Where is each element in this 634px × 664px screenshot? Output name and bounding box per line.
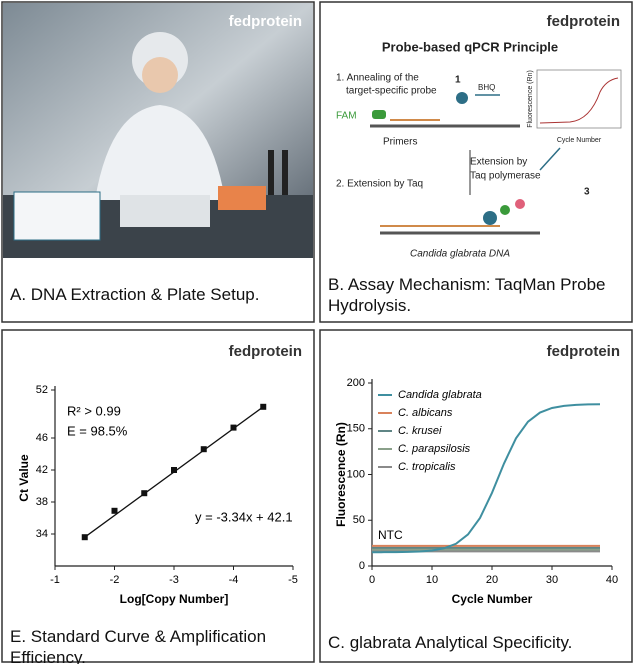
- panel-frame: [319, 1, 633, 323]
- y-tick-label: 50: [353, 514, 365, 526]
- annotation: R² > 0.99: [67, 403, 121, 418]
- annotation: E = 98.5%: [67, 423, 128, 438]
- y-tick-label: 38: [36, 496, 48, 508]
- x-tick-label: 20: [486, 574, 498, 586]
- annotation: NTC: [378, 528, 403, 542]
- inset-axis-label: Cycle Number: [557, 137, 602, 144]
- annotation: y = -3.34x + 42.1: [195, 509, 293, 524]
- data-point: [81, 534, 88, 541]
- panel-frame: [1, 329, 315, 663]
- x-tick-label: 40: [606, 574, 618, 586]
- legend-label: C. parapsilosis: [398, 443, 471, 455]
- inset-axis-label: Fluorescence (Rn): [527, 70, 534, 128]
- step-label: 1. Annealing of the: [336, 73, 419, 84]
- data-point: [230, 424, 237, 431]
- data-point: [171, 467, 177, 473]
- legend-label: C. tropicalis: [398, 461, 456, 473]
- x-tick-label: -3: [169, 574, 179, 586]
- data-point: [260, 403, 267, 410]
- x-tick-label: 30: [546, 574, 558, 586]
- x-axis-title: Cycle Number: [452, 592, 533, 606]
- x-axis-title: Log[Copy Number]: [120, 592, 229, 606]
- panel-caption: E. Standard Curve & Amplification Effici…: [10, 627, 267, 664]
- y-tick-label: 52: [36, 384, 48, 396]
- lab-photo: [3, 3, 313, 258]
- series-line: [371, 403, 601, 554]
- x-tick-label: -5: [288, 574, 298, 586]
- marker: 1: [455, 75, 461, 86]
- x-tick-label: -2: [110, 574, 120, 586]
- watermark: fedprotein: [229, 343, 302, 360]
- template-label: Candida glabrata DNA: [410, 249, 510, 260]
- marker: 3: [584, 187, 590, 198]
- x-tick-label: 10: [426, 574, 438, 586]
- watermark: fedprotein: [547, 343, 620, 360]
- x-tick-label: -4: [229, 574, 239, 586]
- x-tick-label: -1: [50, 574, 60, 586]
- legend-label: Candida glabrata: [398, 389, 482, 401]
- y-tick-label: 100: [347, 468, 365, 480]
- extension-label: Taq polymerase: [470, 171, 541, 182]
- extension-label: Extension by: [470, 157, 527, 168]
- y-tick-label: 34: [36, 528, 48, 540]
- reporter-label: FAM: [336, 111, 357, 122]
- primers-label: Primers: [383, 137, 417, 148]
- data-point: [111, 507, 118, 514]
- panel-caption: C. glabrata Analytical Specificity.: [328, 633, 573, 652]
- watermark: fedprotein: [547, 13, 620, 30]
- data-point: [200, 446, 207, 453]
- y-axis-title: Fluorescence (Rn): [334, 422, 348, 527]
- legend-label: C. krusei: [398, 425, 442, 437]
- y-tick-label: 0: [359, 560, 365, 572]
- x-tick-label: 0: [369, 574, 375, 586]
- y-tick-label: 150: [347, 423, 365, 435]
- panel-frame: [319, 329, 633, 663]
- panel-caption: B. Assay Mechanism: TaqMan Probe Hydroly…: [328, 275, 606, 315]
- y-tick-label: 200: [347, 377, 365, 389]
- legend-label: C. albicans: [398, 407, 453, 419]
- diagram-title: Probe-based qPCR Principle: [382, 39, 558, 54]
- data-point: [141, 490, 148, 497]
- y-tick-label: 42: [36, 464, 48, 476]
- step-label: 2. Extension by Taq: [336, 179, 423, 190]
- probe-diagram: Probe-based qPCR Principle 1. Annealing …: [336, 39, 622, 260]
- watermark: fedprotein: [229, 13, 302, 30]
- panel-caption: A. DNA Extraction & Plate Setup.: [10, 285, 260, 304]
- y-tick-label: 46: [36, 432, 48, 444]
- quencher-label: BHQ: [478, 83, 495, 92]
- step-label: target-specific probe: [346, 86, 437, 97]
- y-axis-title: Ct Value: [17, 454, 31, 502]
